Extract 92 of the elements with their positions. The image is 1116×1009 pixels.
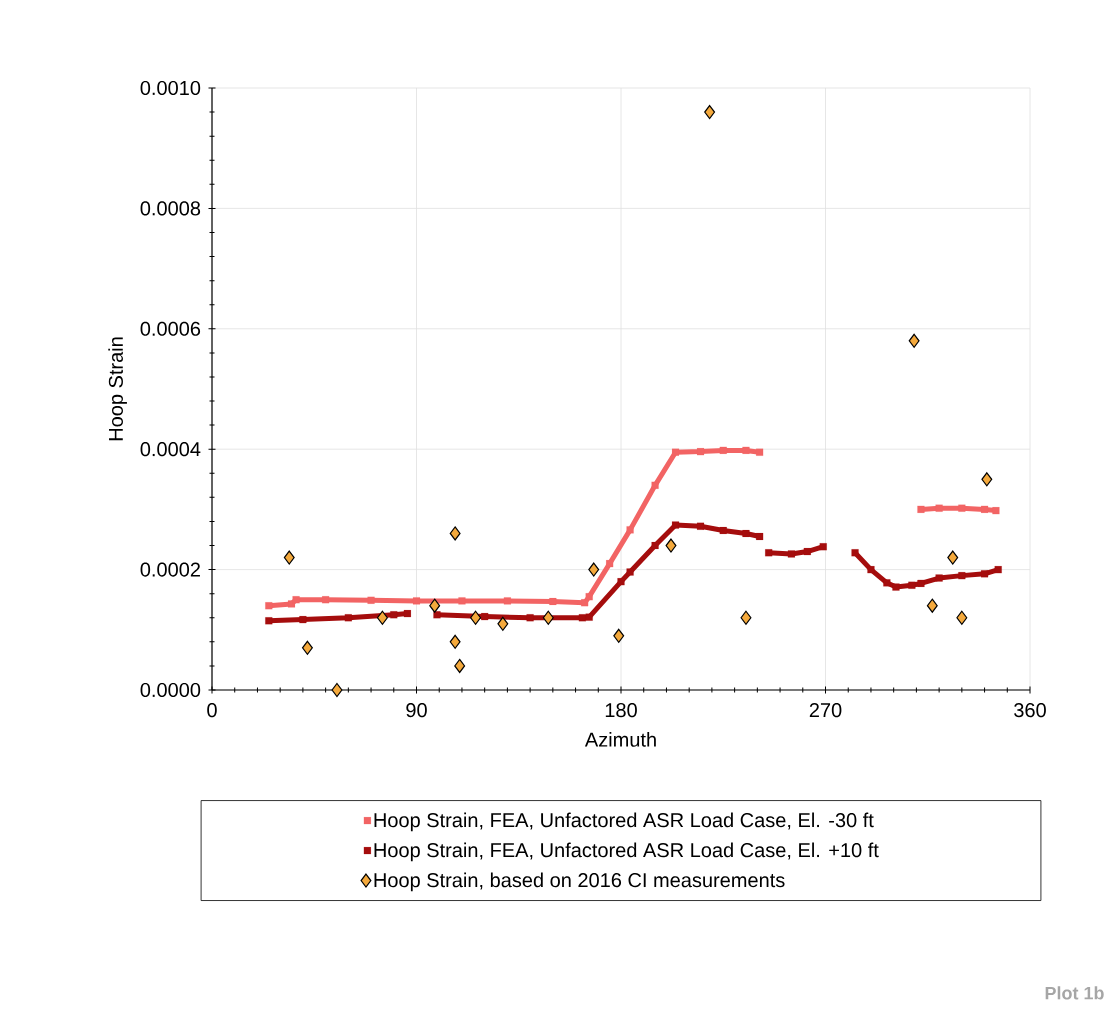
point	[322, 596, 330, 604]
point	[908, 581, 916, 589]
point	[390, 611, 398, 619]
point	[454, 658, 466, 674]
point	[935, 574, 943, 582]
point	[403, 609, 411, 618]
point	[651, 541, 659, 550]
y-tick-label: 0.0002	[140, 562, 200, 577]
y-tick-label: 0.0010	[140, 80, 201, 96]
point	[956, 610, 968, 625]
point	[696, 522, 705, 530]
point	[549, 597, 557, 606]
legend-label: Hoop Strain, FEA, Unfactored ASR Load Case, El. -30 ft	[374, 812, 874, 832]
point	[526, 614, 534, 622]
x-tick-label: 90	[406, 703, 427, 718]
point	[981, 472, 993, 487]
point	[578, 614, 586, 622]
legend-label: Hoop Strain, based on 2016 CI measurements	[374, 872, 785, 892]
point	[331, 682, 343, 698]
point	[671, 448, 680, 456]
point	[613, 628, 625, 643]
point	[606, 560, 614, 568]
point	[299, 616, 307, 624]
point	[481, 612, 489, 621]
point	[301, 640, 313, 655]
point	[588, 562, 600, 577]
point	[283, 550, 295, 565]
y-axis-title: Hoop Strain	[108, 337, 127, 441]
point	[787, 550, 795, 558]
point	[696, 448, 705, 456]
y-tick-label: 0.0004	[140, 442, 201, 457]
point	[981, 505, 989, 513]
point	[719, 526, 727, 535]
point	[292, 596, 300, 604]
point	[265, 617, 273, 625]
point	[935, 504, 943, 512]
point	[819, 543, 827, 551]
point	[803, 547, 811, 556]
point	[992, 507, 1000, 515]
x-tick-label: 360	[1014, 703, 1046, 718]
point	[867, 566, 875, 574]
point	[917, 505, 925, 513]
y-tick-label: 0.0000	[140, 682, 201, 698]
point	[981, 570, 989, 578]
point	[449, 634, 461, 649]
point	[449, 526, 461, 541]
point	[756, 448, 764, 456]
point	[503, 597, 511, 605]
point	[671, 521, 680, 529]
x-tick-label: 0	[207, 703, 217, 718]
legend-label: Hoop Strain, FEA, Unfactored ASR Load Case, El. +10 ft	[374, 842, 879, 862]
point	[585, 613, 593, 621]
point	[344, 614, 352, 622]
text: Plot 1b	[1045, 986, 1104, 1000]
point	[367, 596, 375, 604]
point	[376, 610, 388, 625]
point	[926, 598, 938, 613]
point	[756, 532, 764, 541]
point	[542, 610, 554, 625]
point	[883, 579, 891, 587]
point	[947, 550, 959, 565]
point	[740, 610, 752, 625]
point	[665, 538, 677, 553]
y-tick-label: 0.0006	[140, 321, 201, 336]
x-tick-label: 270	[809, 703, 842, 718]
point	[470, 610, 482, 625]
point	[617, 578, 625, 586]
point	[994, 566, 1002, 574]
point	[651, 481, 659, 489]
x-tick-label: 180	[605, 703, 637, 718]
point	[719, 446, 727, 454]
y-tick-label: 0.0008	[140, 201, 201, 216]
point	[851, 549, 859, 557]
point	[412, 597, 421, 605]
point	[704, 104, 716, 120]
point	[265, 602, 273, 610]
point	[742, 529, 750, 538]
point	[958, 572, 966, 580]
point	[908, 333, 920, 348]
x-axis-title: Azimuth	[584, 732, 656, 747]
point	[626, 568, 634, 576]
point	[765, 549, 773, 557]
point	[917, 579, 925, 587]
point	[433, 611, 441, 619]
point	[497, 616, 509, 631]
point	[458, 597, 466, 605]
point	[892, 583, 900, 591]
point	[429, 598, 441, 613]
point	[626, 526, 634, 534]
point	[742, 446, 750, 454]
point	[585, 593, 593, 601]
point	[958, 504, 966, 512]
